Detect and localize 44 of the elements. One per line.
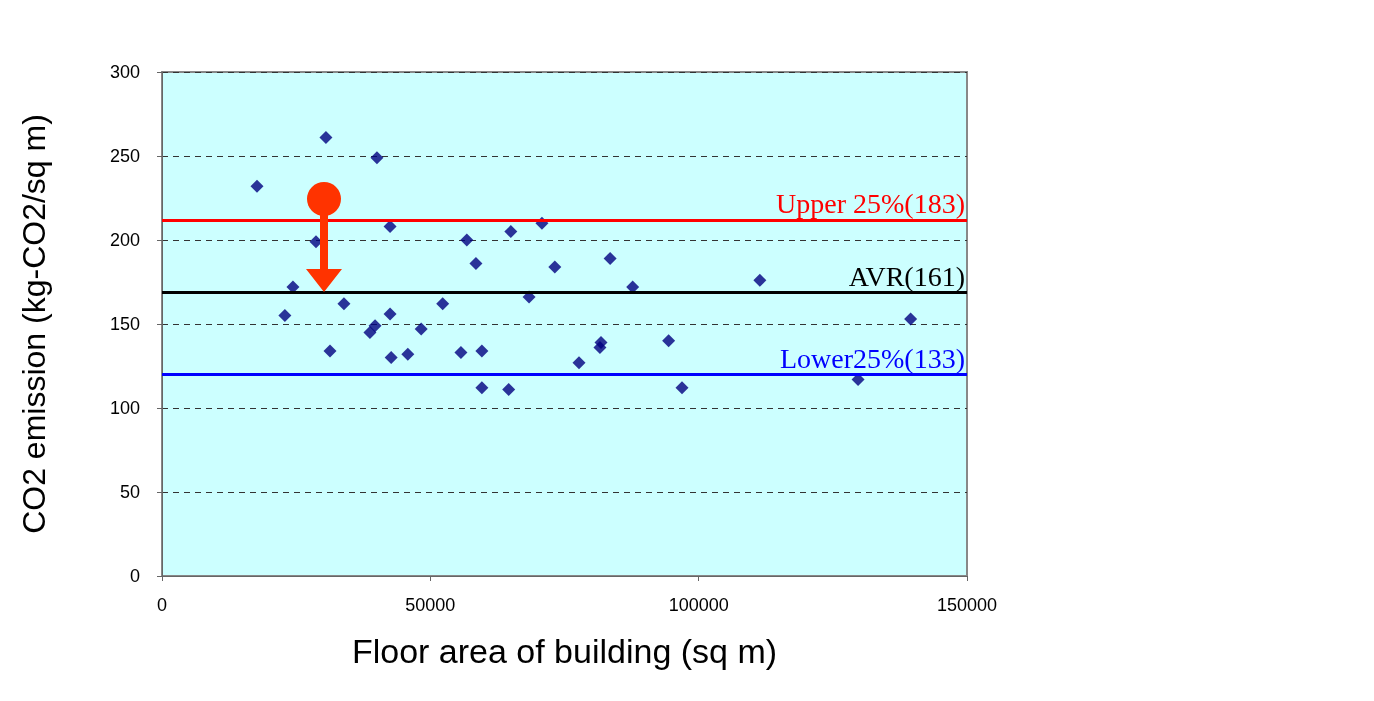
point bbox=[414, 322, 428, 336]
point bbox=[319, 131, 333, 145]
point bbox=[504, 225, 518, 239]
point bbox=[368, 319, 382, 333]
point bbox=[572, 356, 586, 370]
point bbox=[454, 346, 468, 360]
point bbox=[662, 334, 676, 348]
point bbox=[460, 233, 474, 247]
point bbox=[904, 312, 918, 326]
ref-line-label: Lower25%(133) bbox=[779, 342, 965, 374]
point bbox=[594, 335, 608, 349]
point bbox=[548, 260, 562, 274]
point bbox=[675, 381, 689, 395]
y-axis-title: CO2 emission (kg-CO2/sq m) bbox=[16, 114, 52, 534]
point bbox=[502, 383, 516, 397]
ref-line-label: Upper 25%(183) bbox=[776, 188, 965, 220]
y-tick-label: 150 bbox=[109, 314, 140, 334]
x-tick-label: 150000 bbox=[936, 595, 998, 615]
y-tick-label: 300 bbox=[109, 62, 140, 82]
x-tick-label: 50000 bbox=[405, 595, 456, 615]
point bbox=[475, 344, 489, 358]
point bbox=[401, 347, 415, 361]
point bbox=[370, 151, 384, 165]
point bbox=[753, 273, 767, 287]
point bbox=[337, 297, 351, 311]
point bbox=[475, 381, 489, 395]
x-tick-label: 0 bbox=[156, 595, 168, 615]
x-tick-label: 100000 bbox=[668, 595, 729, 615]
y-tick-label: 50 bbox=[119, 482, 140, 502]
point bbox=[384, 351, 398, 365]
point bbox=[383, 220, 397, 234]
y-tick-label: 250 bbox=[109, 146, 140, 166]
point bbox=[323, 344, 337, 358]
point bbox=[278, 309, 292, 323]
y-tick-label: 200 bbox=[109, 230, 140, 250]
point bbox=[250, 179, 264, 193]
point bbox=[383, 307, 397, 321]
point bbox=[469, 257, 483, 271]
x-axis-title: Floor area of building (sq m) bbox=[351, 632, 778, 670]
ref-line-label: AVR(161) bbox=[848, 260, 965, 292]
point bbox=[603, 251, 617, 265]
y-tick-label: 0 bbox=[129, 566, 140, 586]
y-tick-label: 100 bbox=[109, 398, 140, 418]
point bbox=[436, 297, 450, 311]
